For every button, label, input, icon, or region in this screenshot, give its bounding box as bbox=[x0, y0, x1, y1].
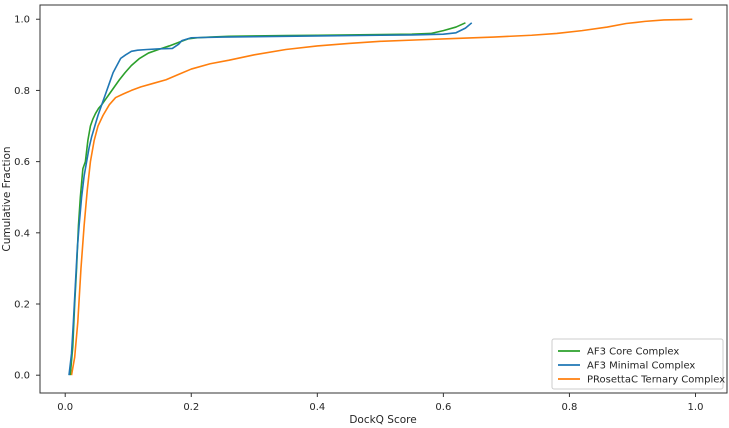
legend-label: PRosettaC Ternary Complex bbox=[587, 375, 725, 386]
y-tick-label: 0.4 bbox=[14, 228, 30, 239]
x-tick-label: 0.4 bbox=[309, 402, 325, 413]
x-axis-ticks: 0.0 0.2 0.4 0.6 0.8 1.0 bbox=[57, 393, 703, 413]
y-tick-label: 1.0 bbox=[14, 15, 30, 26]
x-tick-label: 1.0 bbox=[688, 402, 704, 413]
legend-label: AF3 Core Complex bbox=[587, 347, 679, 358]
y-tick-label: 0.2 bbox=[14, 300, 30, 311]
x-tick-label: 0.0 bbox=[57, 402, 73, 413]
series-line-af3-core-complex bbox=[69, 22, 466, 376]
legend-label: AF3 Minimal Complex bbox=[587, 361, 695, 372]
x-tick-label: 0.6 bbox=[435, 402, 451, 413]
y-axis-ticks: 0.0 0.2 0.4 0.6 0.8 1.0 bbox=[14, 15, 40, 382]
legend-box bbox=[551, 338, 724, 390]
series-line-af3-minimal-complex bbox=[68, 22, 473, 376]
x-tick-label: 0.8 bbox=[561, 402, 577, 413]
y-axis-label: Cumulative Fraction bbox=[1, 146, 13, 251]
y-tick-label: 0.6 bbox=[14, 157, 30, 168]
series-line-prosettac-ternary-complex bbox=[70, 18, 693, 376]
y-tick-label: 0.8 bbox=[14, 86, 30, 97]
plot-frame bbox=[39, 4, 728, 394]
y-tick-label: 0.0 bbox=[14, 371, 30, 382]
x-axis-label: DockQ Score bbox=[349, 414, 416, 426]
series-layer bbox=[68, 18, 693, 376]
x-tick-label: 0.2 bbox=[183, 402, 199, 413]
legend: AF3 Core Complex AF3 Minimal Complex PRose… bbox=[551, 338, 725, 390]
